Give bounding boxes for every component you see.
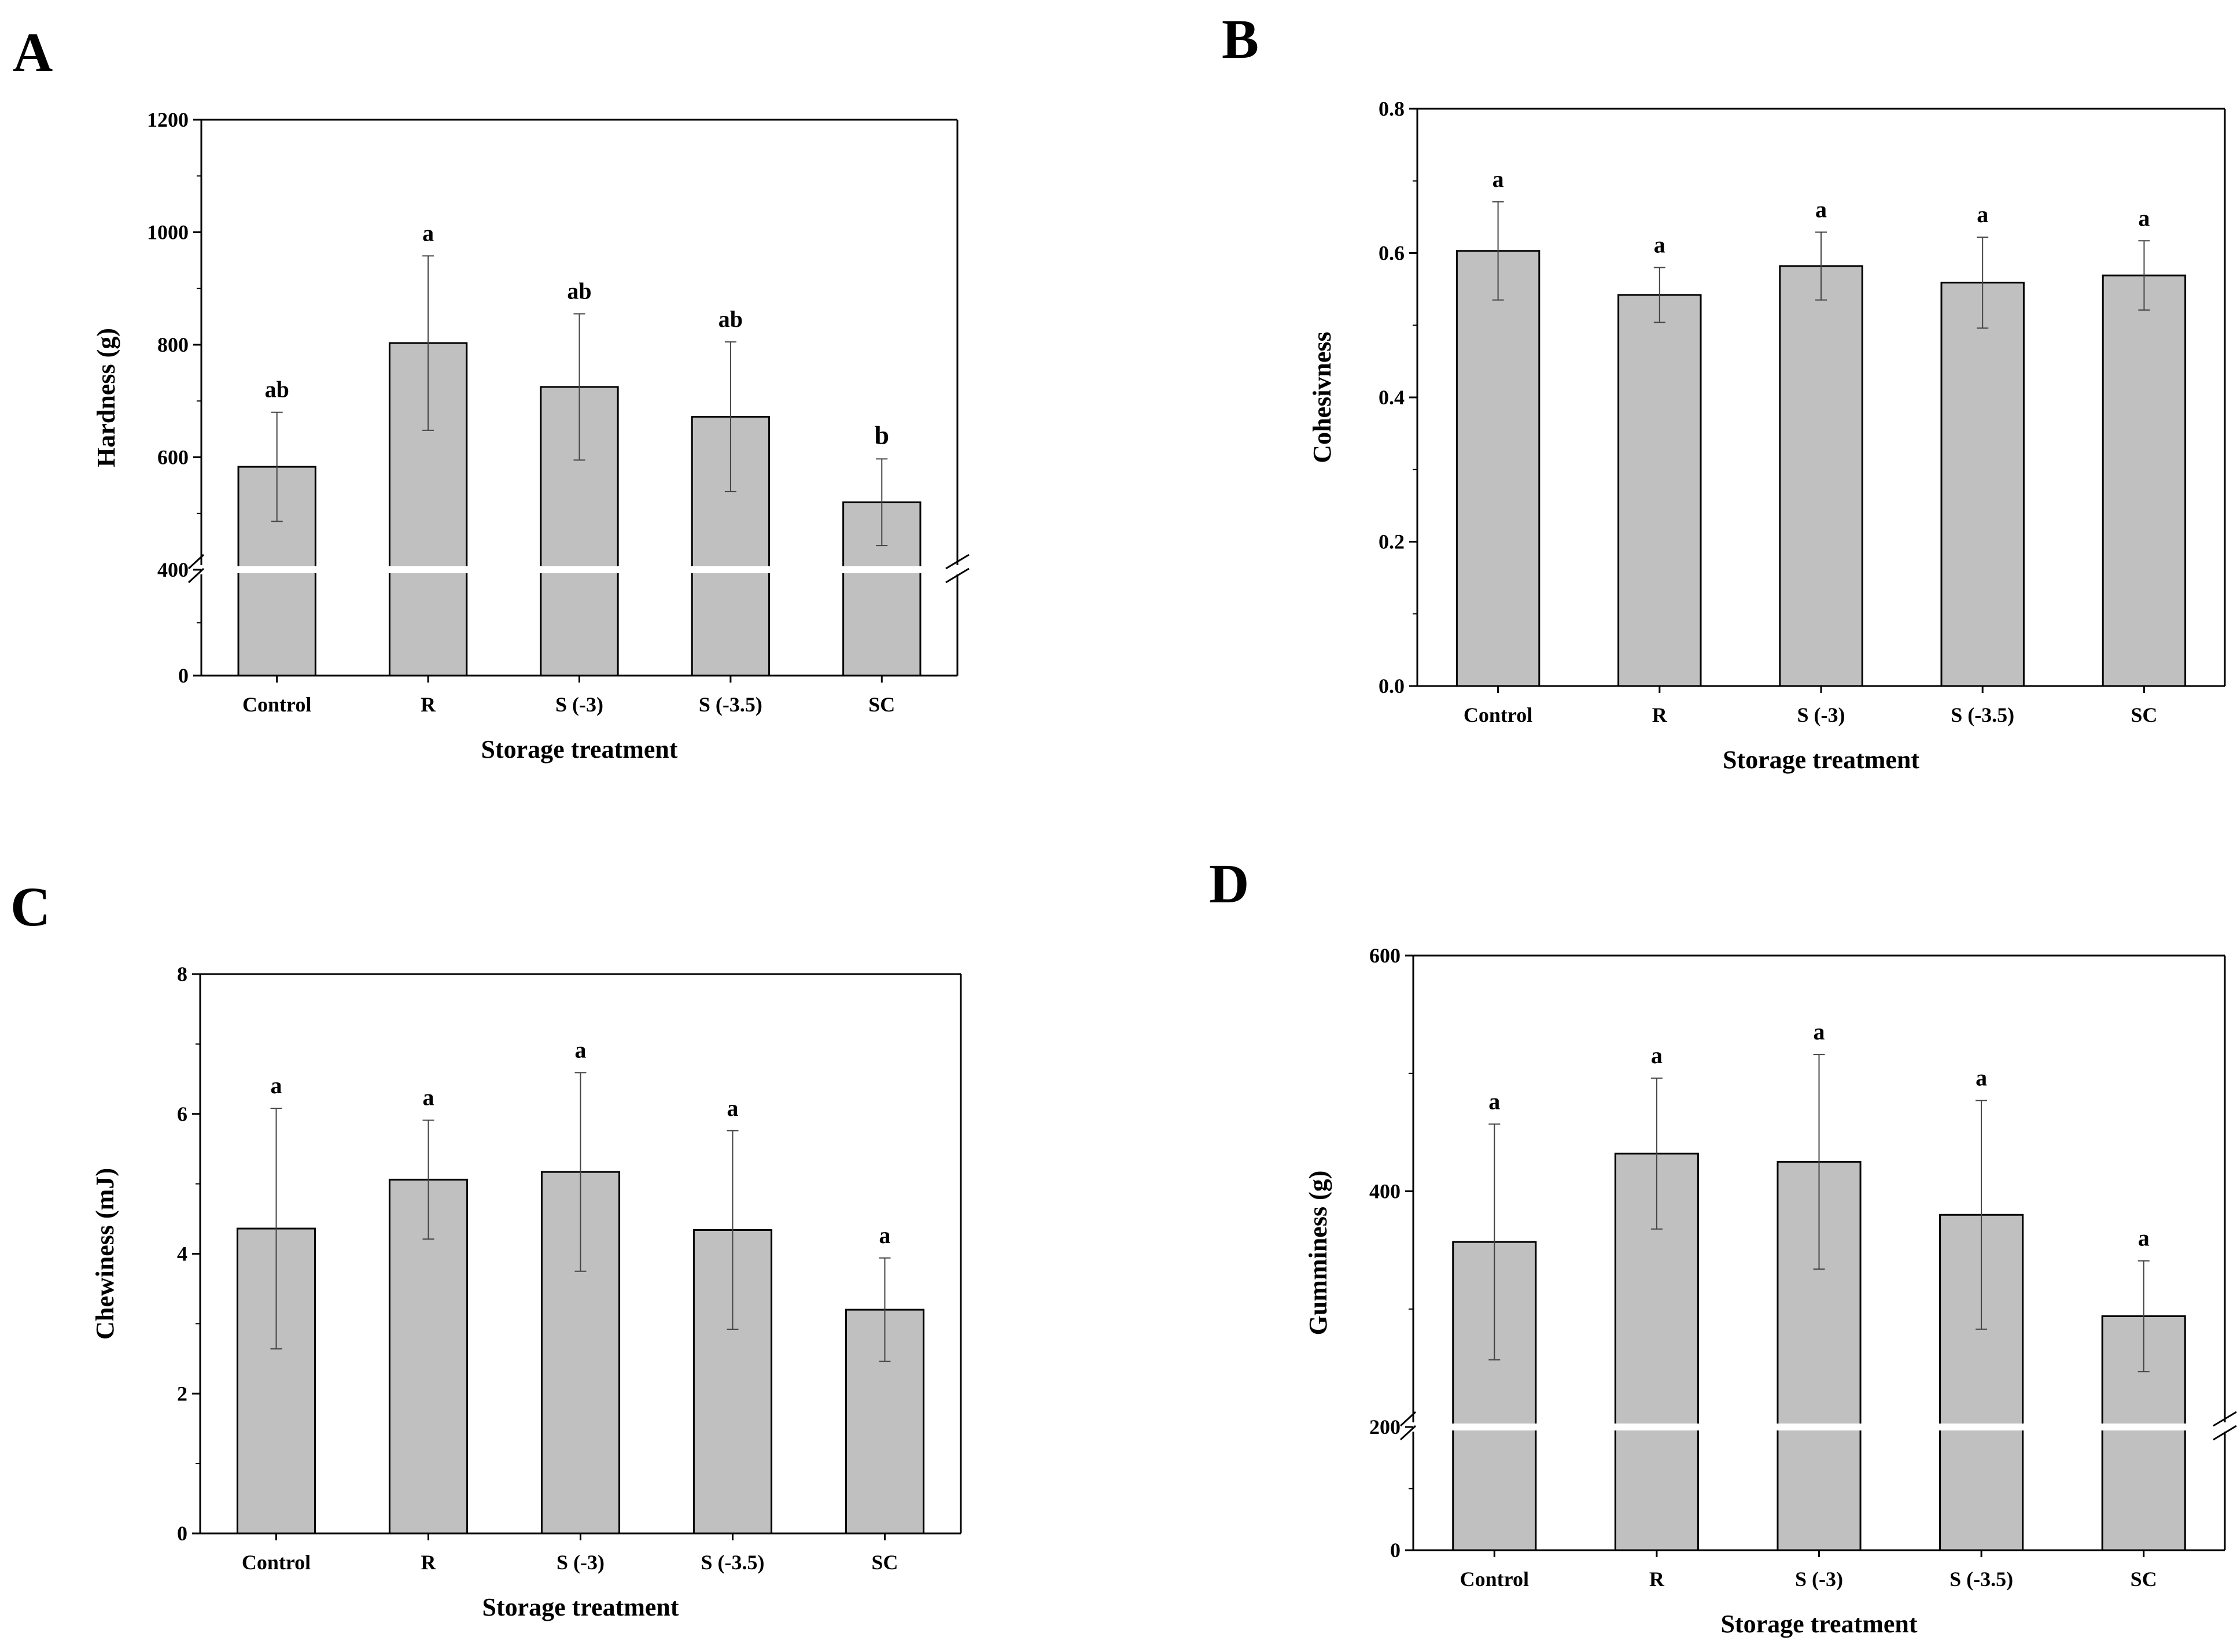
panel-b-ytick-label-0-0: 0.0: [1379, 674, 1405, 698]
panel-a-ytick-label-800: 800: [157, 333, 189, 356]
panel-b-significance-s-3-5: a: [1977, 201, 1988, 227]
panel-a-ytick-label-0: 0: [178, 664, 189, 687]
panel-b-ytick-label-0-6: 0.6: [1379, 242, 1405, 265]
panel-a-significance-sc: b: [875, 420, 890, 449]
panel-d-ytick-label-600: 600: [1369, 944, 1401, 967]
panel-a-xtick-label-sc: SC: [868, 693, 895, 716]
panel-d-y-axis-title: Gumminess (g): [1304, 1171, 1332, 1336]
panel-d-xtick-label-control: Control: [1460, 1568, 1529, 1591]
panel-a-significance-s-3-5: ab: [718, 306, 743, 332]
panel-b-ytick-label-0-4: 0.4: [1379, 386, 1405, 409]
panel-b-significance-r: a: [1654, 231, 1665, 257]
panel-b-ytick-label-0-2: 0.2: [1379, 530, 1405, 554]
panel-c-chart: a Control a Ra S (-3) a S (-3.5) a SC 0 2 4 6 8 Storag…: [91, 963, 962, 1621]
panel-d-axis-break-mark-left-2: [1399, 1425, 1417, 1441]
panel-a-significance-r: a: [422, 220, 434, 246]
panel-letter-c: C: [10, 876, 50, 938]
panel-c-ytick-label-6: 6: [177, 1102, 187, 1126]
panel-c-xtick-label-s-3-5: S (-3.5): [701, 1551, 765, 1574]
panel-a-xtick-label-control: Control: [242, 693, 311, 716]
panel-a-axis-break-gap: [190, 566, 969, 573]
panel-a-ytick-label-1200: 1200: [147, 108, 189, 131]
panel-d-significance-r: a: [1651, 1042, 1663, 1068]
panel-b-bar-sc: [2102, 274, 2187, 687]
panel-c-ytick-label-0: 0: [177, 1522, 187, 1545]
panel-c-ytick-label-4: 4: [177, 1242, 187, 1266]
panel-b-significance-control: a: [1492, 166, 1504, 192]
panel-c-significance-s-3-5: a: [727, 1095, 739, 1121]
panel-d-significance-s-3: a: [1814, 1019, 1825, 1045]
panel-d-ytick-label-200: 200: [1369, 1415, 1401, 1439]
panel-c-x-axis-title: Storage treatment: [482, 1593, 679, 1621]
panel-a-significance-s-3: ab: [567, 278, 591, 304]
panel-c-significance-s-3: a: [575, 1037, 587, 1063]
panel-c-y-axis-title: Chewiness (mJ): [91, 1168, 119, 1340]
panel-a-xtick-label-s-3-5: S (-3.5): [699, 693, 762, 716]
panel-a-xtick-label-r: R: [421, 693, 436, 716]
panel-d-xtick-label-s-3: S (-3): [1795, 1568, 1843, 1591]
panel-b-xtick-label-sc: SC: [2131, 703, 2157, 727]
panel-letter-a: A: [13, 21, 53, 83]
panel-b-y-axis-title: Cohesivness: [1308, 331, 1336, 463]
panel-d-significance-s-3-5: a: [1976, 1065, 1987, 1091]
panel-b-xtick-label-control: Control: [1464, 703, 1532, 727]
panel-d-x-axis-title: Storage treatment: [1720, 1610, 1917, 1638]
panel-letter-d: D: [1209, 853, 1249, 915]
panel-b-xtick-label-s-3-5: S (-3.5): [1951, 703, 2014, 727]
panel-c-xtick-label-s-3: S (-3): [557, 1551, 605, 1574]
panel-a-ytick-label-1000: 1000: [147, 221, 189, 244]
panel-a-ytick-label-400: 400: [157, 558, 189, 581]
panel-d-chart: a Control a Ra S (-3) a S (-3.5) a SC 0 200 400 600 S…: [1304, 944, 2237, 1638]
panel-d-xtick-label-sc: SC: [2131, 1568, 2157, 1591]
panel-a-ytick-label-600: 600: [157, 446, 189, 469]
panel-b-bar-r: [1617, 294, 1702, 687]
panel-d-axis-break-gap: [1402, 1424, 2236, 1430]
panel-a-y-axis-title: Hardness (g): [92, 328, 120, 467]
panel-c-xtick-label-r: R: [421, 1551, 437, 1574]
panel-d-ytick-label-400: 400: [1369, 1180, 1401, 1203]
panel-d-xtick-label-r: R: [1649, 1568, 1665, 1591]
panel-a-x-axis-title: Storage treatment: [481, 735, 677, 764]
panel-d-significance-sc: a: [2138, 1225, 2150, 1251]
panel-b-xtick-label-r: R: [1652, 703, 1668, 727]
panel-b-bar-control: [1455, 250, 1541, 687]
panel-a-chart: ab Control a Rab S (-3) ab S (-3.5) b SC 0 400 600 8…: [92, 108, 970, 764]
panel-d-xtick-label-s-3-5: S (-3.5): [1949, 1568, 2013, 1591]
panel-a-significance-control: ab: [265, 377, 289, 403]
panel-b-chart: a Control a Ra S (-3) a S (-3.5) a SC 0.0 0.2 0.4 0.…: [1308, 97, 2226, 774]
panel-d-ytick-label-0: 0: [1390, 1539, 1401, 1562]
panel-a-xtick-label-s-3: S (-3): [555, 693, 603, 716]
panel-b-x-axis-title: Storage treatment: [1723, 746, 1919, 774]
panel-b-significance-sc: a: [2138, 205, 2150, 231]
panel-letter-b: B: [1222, 8, 1259, 70]
panel-c-ytick-label-2: 2: [177, 1382, 187, 1405]
panel-c-significance-sc: a: [879, 1222, 891, 1248]
panel-b-bar-s-3-5: [1940, 282, 2025, 687]
panel-a-axis-break-mark-left-2: [187, 567, 205, 584]
panel-b-xtick-label-s-3: S (-3): [1797, 703, 1845, 727]
panel-d-significance-control: a: [1488, 1088, 1500, 1114]
panel-b-bar-s-3: [1779, 265, 1863, 687]
panel-b-ytick-label-0-8: 0.8: [1379, 97, 1405, 120]
panel-b-significance-s-3: a: [1815, 196, 1827, 222]
panel-c-ytick-label-8: 8: [177, 963, 187, 986]
panel-c-significance-r: a: [423, 1085, 434, 1111]
panel-c-significance-control: a: [271, 1072, 282, 1098]
panel-c-xtick-label-sc: SC: [871, 1551, 898, 1574]
panel-c-xtick-label-control: Control: [242, 1551, 311, 1574]
